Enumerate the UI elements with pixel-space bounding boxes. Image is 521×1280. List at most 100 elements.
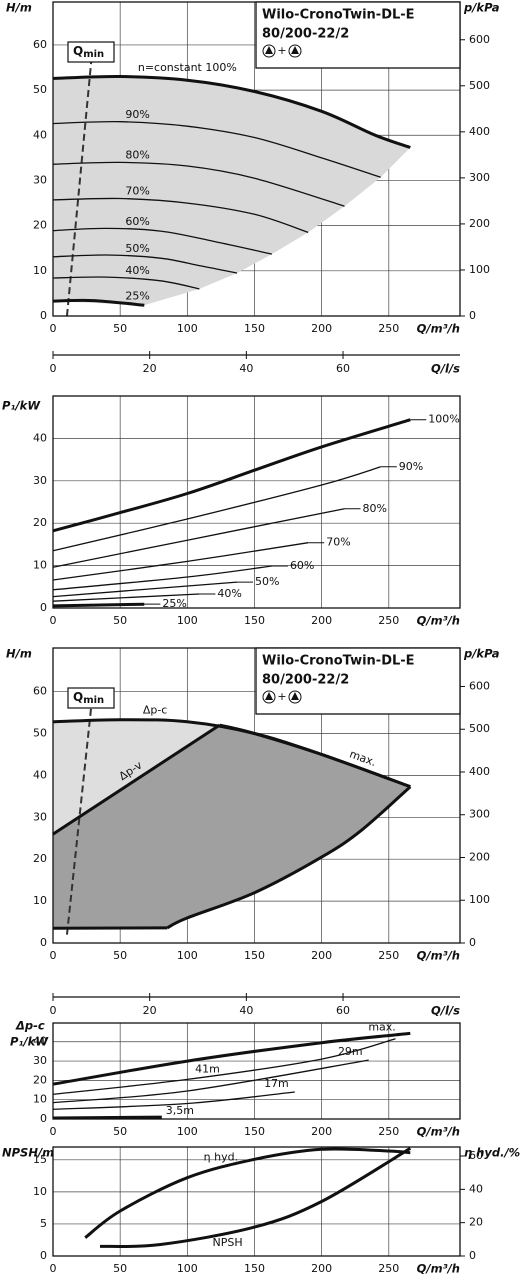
y-tick-label: 0 [40,601,47,614]
series-label: 25% [162,597,186,610]
curve [52,161,345,207]
subtitle: 80/200-22/2 [262,27,349,42]
qmin-subscript: min [83,49,104,60]
y-tick-label: 60 [33,38,47,51]
x-tick-label: 100 [177,322,198,335]
y-tick-label: 20 [33,516,47,529]
series-label: 70% [326,536,350,549]
curve [99,1147,412,1249]
y-tick-label: 30 [33,474,47,487]
y-tick-label: 0 [40,936,47,949]
curve [52,1115,162,1120]
series-label: 40% [217,587,241,600]
curve [52,227,273,255]
curve [52,1031,411,1086]
x-tick-label: 0 [50,614,57,627]
curve [52,1059,369,1104]
y2-tick-label: 0 [469,936,476,949]
curve [52,1038,396,1095]
x-tick-label: 0 [50,949,57,962]
y-tick-label: 40 [33,1035,47,1048]
curve [52,581,238,598]
title-symbol: + [277,44,286,57]
y-axis-label: H/m [6,1,32,15]
x-tick-label: 0 [50,1004,57,1017]
x-tick-label: 200 [311,949,332,962]
y2-tick-label: 200 [469,217,490,230]
series-label: 3,5m [166,1104,194,1117]
x-tick-label: 250 [378,1125,399,1138]
y-tick-label: 40 [33,768,47,781]
x-tick-label: 250 [378,1262,399,1275]
y2-axis-label: p/kPa [463,1,500,15]
y-tick-label: 10 [33,1185,47,1198]
qmin-box [67,687,115,709]
y-axis-label: NPSH/m [2,1146,54,1160]
x-tick-label: 40 [239,362,253,375]
series-label: 25% [125,290,149,303]
series-label: 80% [362,502,386,515]
series-label: 50% [255,575,279,588]
x-tick-label: 50 [113,614,127,627]
x-tick-label: 250 [378,949,399,962]
y-axis-label: H/m [6,647,32,661]
x-axis-label: Q/m³/h [417,1125,460,1139]
x-tick-label: 100 [177,614,198,627]
x-tick-label: 0 [50,1262,57,1275]
curve [52,593,200,602]
title: Wilo-CronoTwin-DL-E [262,654,415,669]
x-tick-label: 100 [177,949,198,962]
curve [52,197,309,234]
y-tick-label: 30 [33,1054,47,1067]
curve [52,120,381,178]
y2-tick-label: 600 [469,679,490,692]
pump-icon-triangle [291,692,299,700]
curve [84,1147,411,1239]
x-tick-label: 20 [143,1004,157,1017]
y2-tick-label: 300 [469,808,490,821]
qmin-symbol: Q [73,690,83,704]
series-label: NPSH [213,1236,243,1249]
curve [52,602,145,608]
x-tick-label: 0 [50,1125,57,1138]
y2-tick-label: 200 [469,850,490,863]
series-label: 29m [338,1045,363,1058]
curve [52,542,309,581]
y-tick-label: 40 [33,431,47,444]
y-tick-label: 50 [33,726,47,739]
y2-tick-label: 500 [469,722,490,735]
y2-tick-label: 400 [469,125,490,138]
qmin-symbol: Q [73,44,83,58]
y2-tick-label: 100 [469,263,490,276]
pump-icon-triangle [265,46,273,54]
series-label: 100% [428,413,459,426]
x-tick-label: 200 [311,1262,332,1275]
curve [52,508,345,568]
series-label: n=constant 100% [138,61,237,74]
y-tick-label: 5 [40,1217,47,1230]
y2-tick-label: 20 [469,1216,483,1229]
x-tick-label: 60 [336,362,350,375]
curve [52,565,272,591]
y-axis-label-top: Δp-c [15,1019,45,1033]
x-tick-label: 200 [311,1125,332,1138]
y2-tick-label: 400 [469,765,490,778]
y-tick-label: 60 [33,685,47,698]
series-label: 50% [125,242,149,255]
x-tick-label: 150 [244,1125,265,1138]
x-tick-label: 50 [113,1262,127,1275]
curve [52,298,145,307]
y2-axis-label: p/kPa [463,647,500,661]
x-tick-label: 0 [50,322,57,335]
y2-tick-label: 0 [469,309,476,322]
qmin-box [67,41,115,63]
y2-axis-label: η hyd./% [464,1146,520,1160]
series-label: 40% [125,264,149,277]
curve [219,723,411,789]
series-label: 90% [399,460,423,473]
y2-tick-label: 600 [469,33,490,46]
x-axis-label: Q/m³/h [417,614,460,628]
y-axis-label: P₁/kW [2,399,41,413]
qmin-subscript: min [83,695,104,706]
title: Wilo-CronoTwin-DL-E [262,8,415,23]
